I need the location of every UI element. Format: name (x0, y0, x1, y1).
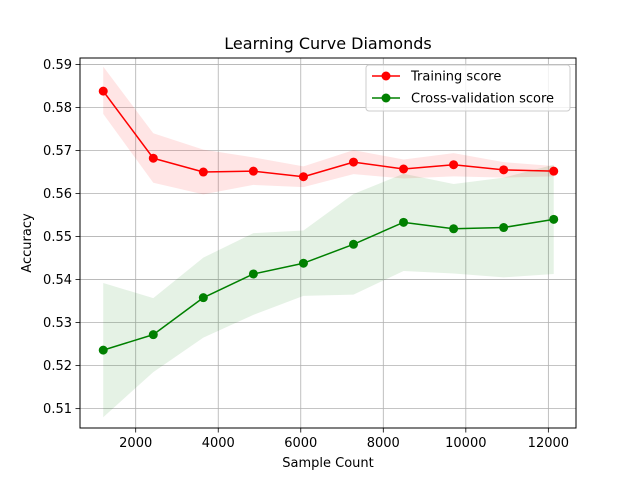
training-score-point (549, 166, 559, 176)
cross-validation-score-point (298, 258, 308, 268)
cross-validation-score-point (549, 214, 559, 224)
cross-validation-score-point (499, 223, 509, 233)
training-score-point (449, 160, 459, 170)
legend-box (365, 64, 571, 112)
x-tick-label: 2000 (119, 436, 152, 451)
training-score-point (148, 153, 158, 163)
training-std-band (103, 66, 554, 195)
legend-marker-cross-validation (381, 93, 391, 103)
x-tick-label: 4000 (202, 436, 235, 451)
y-tick-label: 0.54 (43, 273, 72, 288)
x-tick-label: 8000 (367, 436, 400, 451)
cross-validation-score-point (449, 224, 459, 234)
training-score-point (98, 86, 108, 96)
cross-validation-score-point (148, 330, 158, 340)
y-tick-label: 0.55 (43, 230, 72, 245)
y-tick-label: 0.52 (43, 359, 72, 374)
x-tick-label: 6000 (284, 436, 317, 451)
grid-layer (80, 58, 576, 428)
cross-validation-score-point (349, 239, 359, 249)
plot-frame (79, 57, 577, 429)
cross-validation-score-point (248, 269, 258, 279)
legend-label-training: Training score (410, 70, 501, 85)
legend-label-cross-validation: Cross-validation score (411, 92, 554, 107)
training-score-point (248, 166, 258, 176)
cross-validation-score-line (103, 218, 554, 351)
series-points (98, 86, 559, 355)
y-tick-label: 0.57 (43, 144, 72, 159)
cross-validation-score-point (198, 293, 208, 303)
training-score-point (298, 172, 308, 182)
y-tick-label: 0.51 (43, 402, 72, 417)
training-score-line (102, 90, 554, 178)
cross-validation-score-point (399, 217, 409, 227)
y-axis-label: Accuracy (20, 213, 35, 273)
axis-ticks: 2000 4000 6000 8000 10000 12000 0.51 0.52 0.53 0.… (43, 58, 569, 451)
training-score-point (198, 167, 208, 177)
y-tick-label: 0.53 (43, 316, 72, 331)
x-axis-label: Sample Count (282, 456, 373, 471)
legend-marker-training (381, 71, 391, 81)
y-tick-label: 0.56 (43, 187, 72, 202)
training-score-point (399, 164, 409, 174)
series-lines (102, 90, 554, 351)
cross-validation-score-point (98, 345, 108, 355)
chart-title: Learning Curve Diamonds (224, 34, 431, 53)
training-score-point (349, 157, 359, 167)
y-tick-label: 0.59 (43, 58, 72, 73)
training-score-point (499, 165, 509, 175)
x-tick-label: 12000 (528, 436, 569, 451)
x-tick-label: 10000 (445, 436, 486, 451)
y-tick-label: 0.58 (43, 101, 72, 116)
legend: Training score Cross-validation score (365, 64, 571, 112)
